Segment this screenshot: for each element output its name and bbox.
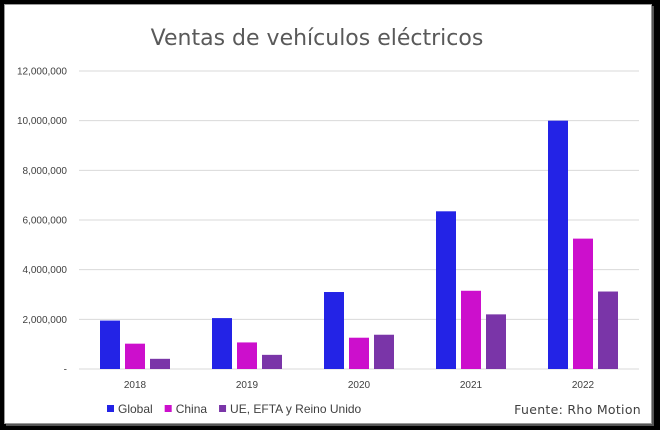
x-tick-label: 2022 xyxy=(572,380,595,391)
legend-swatch xyxy=(107,405,114,412)
chart-title: Ventas de vehículos eléctricos xyxy=(151,26,484,51)
x-tick-label: 2020 xyxy=(348,380,371,391)
x-tick-label: 2019 xyxy=(236,380,259,391)
legend-item: China xyxy=(164,402,208,416)
bar-global-2020 xyxy=(324,292,344,369)
bar-ue-efta-y-reino-unido-2022 xyxy=(598,291,618,369)
x-tick-label: 2021 xyxy=(460,380,483,391)
y-tick-label: 12,000,000 xyxy=(17,67,67,78)
y-tick-label: 2,000,000 xyxy=(23,315,68,326)
chart-frame: Ventas de vehículos eléctricos - 2,000,00… xyxy=(4,4,652,424)
legend-item: UE, EFTA y Reino Unido xyxy=(219,402,362,416)
bars xyxy=(100,120,618,370)
bar-ue-efta-y-reino-unido-2018 xyxy=(150,358,170,369)
legend-swatch xyxy=(219,405,227,412)
bar-global-2018 xyxy=(100,320,120,369)
bar-china-2020 xyxy=(349,337,369,369)
source-note: Fuente: Rho Motion xyxy=(514,402,641,417)
legend-item: Global xyxy=(107,402,153,416)
y-tick-label: 10,000,000 xyxy=(17,116,67,127)
y-tick-label: - xyxy=(64,365,67,376)
chart: Ventas de vehículos eléctricos - 2,000,00… xyxy=(17,26,641,417)
y-tick-label: 8,000,000 xyxy=(23,166,68,177)
legend-swatch xyxy=(164,405,172,412)
x-axis-ticks: 2018 2019 2020 2021 2022 xyxy=(124,380,595,391)
bar-global-2019 xyxy=(212,318,232,369)
legend-label: Global xyxy=(118,402,153,416)
bar-ue-efta-y-reino-unido-2019 xyxy=(262,354,282,369)
y-tick-label: 4,000,000 xyxy=(23,265,68,276)
y-axis-ticks: - 2,000,000 4,000,000 6,000,000 8,000,000 10,… xyxy=(17,67,67,376)
bar-china-2019 xyxy=(237,342,257,369)
y-tick-label: 6,000,000 xyxy=(23,216,68,227)
legend-label: UE, EFTA y Reino Unido xyxy=(230,402,361,416)
gridlines xyxy=(79,70,639,370)
x-tick-label: 2018 xyxy=(124,380,147,391)
bar-china-2018 xyxy=(125,343,145,369)
bar-ue-efta-y-reino-unido-2020 xyxy=(374,334,394,369)
bar-global-2022 xyxy=(548,120,568,370)
legend-label: China xyxy=(176,402,208,416)
bar-ue-efta-y-reino-unido-2021 xyxy=(486,314,506,369)
bar-china-2022 xyxy=(573,238,593,369)
legend: Global China UE, EFTA y Reino Unido xyxy=(107,402,362,416)
bar-china-2021 xyxy=(461,290,481,369)
bar-global-2021 xyxy=(436,211,456,369)
